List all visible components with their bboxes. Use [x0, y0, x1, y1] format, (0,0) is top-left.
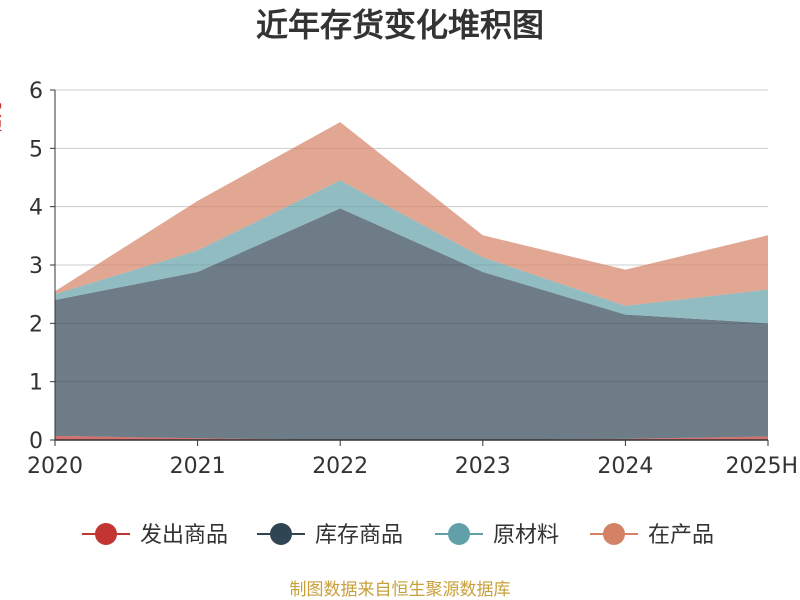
- legend-item-2[interactable]: 原材料: [435, 523, 559, 548]
- x-tick-label-2024: 2024: [597, 454, 653, 479]
- area-series-2: [55, 180, 768, 324]
- legend-item-3[interactable]: 在产品: [590, 523, 714, 548]
- legend-marker-3: [603, 523, 625, 545]
- y-tick-label-6: 6: [29, 79, 43, 104]
- axes: 0 1 2 3 4 5 6 2020 2021 2022 2023 2024 2025H: [27, 79, 798, 479]
- y-tick-label-4: 4: [29, 196, 43, 221]
- x-tick-label-2022: 2022: [312, 454, 368, 479]
- legend-label-2: 原材料: [493, 523, 559, 548]
- area-series-3: [55, 122, 768, 306]
- y-tick-label-2: 2: [29, 312, 43, 337]
- y-tick-label-1: 1: [29, 371, 43, 396]
- legend-label-0: 发出商品: [140, 523, 228, 548]
- x-tick-label-2025H: 2025H: [725, 454, 798, 479]
- x-tick-label-2020: 2020: [27, 454, 83, 479]
- y-tick-label-0: 0: [29, 429, 43, 454]
- area-series-0: [55, 435, 768, 440]
- legend-item-1[interactable]: 库存商品: [257, 523, 403, 548]
- legend-marker-2: [448, 523, 470, 545]
- y-tick-label-3: 3: [29, 254, 43, 279]
- legend[interactable]: 发出商品 库存商品 原材料 在产品: [82, 523, 714, 548]
- legend-item-0[interactable]: 发出商品: [82, 523, 228, 548]
- chart-title: 近年存货变化堆积图: [256, 6, 544, 44]
- series-areas: [55, 122, 768, 440]
- area-series-1: [55, 208, 768, 440]
- legend-label-1: 库存商品: [315, 523, 403, 548]
- y-tick-label-5: 5: [29, 137, 43, 162]
- legend-marker-0: [95, 523, 117, 545]
- legend-marker-1: [270, 523, 292, 545]
- y-axis-label: 亿元: [0, 102, 4, 134]
- x-tick-label-2021: 2021: [170, 454, 226, 479]
- x-tick-label-2023: 2023: [455, 454, 511, 479]
- legend-label-3: 在产品: [648, 523, 714, 548]
- data-source-note: 制图数据来自恒生聚源数据库: [290, 580, 511, 600]
